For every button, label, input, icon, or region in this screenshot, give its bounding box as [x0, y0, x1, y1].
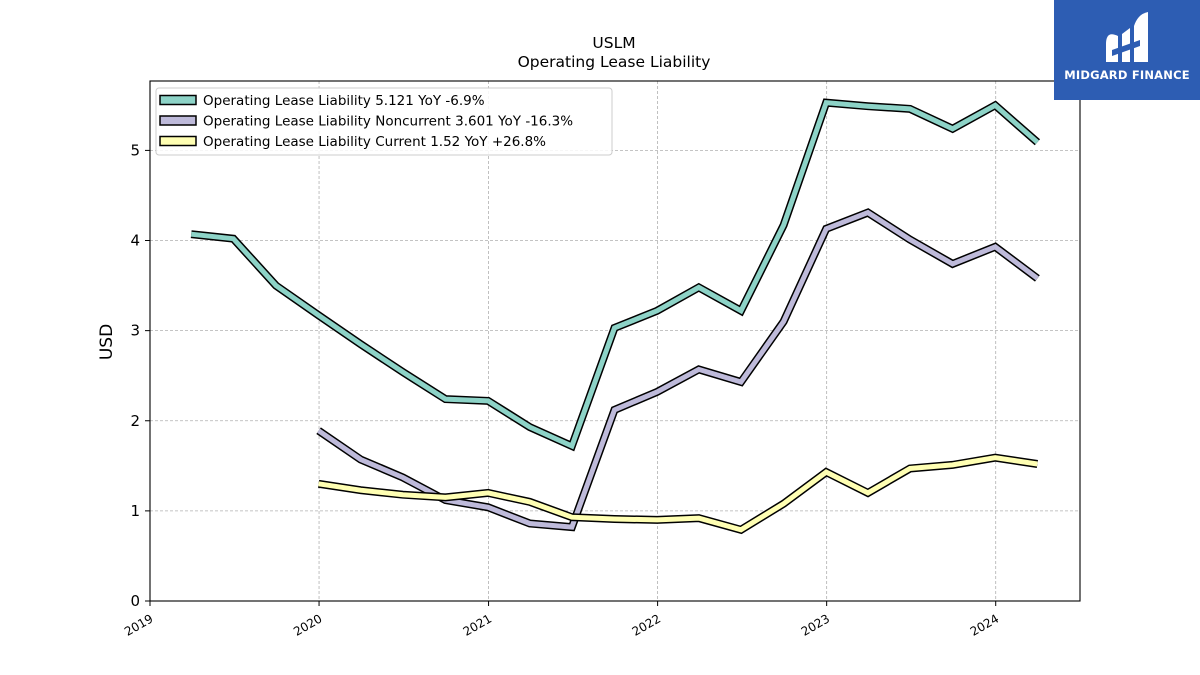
legend-swatch	[159, 94, 197, 106]
gridlines	[150, 81, 1080, 601]
series-line	[318, 455, 1038, 533]
stylized-m-logo-icon	[1106, 12, 1148, 62]
plot-frame	[149, 80, 1081, 602]
series-3-line	[317, 453, 1038, 535]
series-line-outline	[316, 208, 1040, 532]
legend: Operating Lease Liability 5.121 YoY -6.9…	[155, 87, 613, 156]
series-line	[190, 99, 1040, 450]
y-tick-label: 3	[130, 322, 140, 340]
x-tick-label: 2020	[291, 611, 324, 638]
legend-swatch	[159, 115, 197, 126]
legend-swatch	[159, 135, 197, 147]
x-tick-label: 2024	[968, 611, 1001, 638]
x-tick-label: 2022	[630, 611, 663, 638]
y-tick-label: 1	[130, 502, 140, 520]
x-tick-label: 2023	[799, 611, 832, 638]
series-2-line	[316, 208, 1040, 532]
legend-label: Operating Lease Liability Noncurrent 3.6…	[203, 114, 573, 130]
series-layer	[190, 98, 1041, 535]
legend-label: Operating Lease Liability 5.121 YoY -6.9…	[203, 93, 485, 109]
legend-item: Operating Lease Liability Current 1.52 Y…	[159, 134, 546, 150]
chart-subtitle: Operating Lease Liability	[518, 53, 711, 71]
chart-title: USLM	[592, 34, 635, 52]
legend-label: Operating Lease Liability Current 1.52 Y…	[203, 134, 546, 150]
legend-item: Operating Lease Liability Noncurrent 3.6…	[159, 114, 573, 130]
brand-logo: MIDGARD FINANCE	[1054, 0, 1200, 100]
series-line	[317, 209, 1039, 530]
legend-item: Operating Lease Liability 5.121 YoY -6.9…	[159, 93, 485, 109]
series-1-line	[190, 98, 1041, 452]
y-tick-label: 4	[130, 232, 140, 250]
x-tick-label: 2019	[122, 611, 155, 638]
y-tick-label: 0	[130, 592, 140, 610]
logo-name: MIDGARD FINANCE	[1064, 68, 1190, 82]
y-tick-label: 5	[130, 141, 140, 159]
x-tick-label: 2021	[461, 611, 494, 638]
legend-box	[155, 87, 613, 156]
y-axis-label: USD	[97, 324, 117, 360]
y-tick-label: 2	[130, 412, 140, 430]
